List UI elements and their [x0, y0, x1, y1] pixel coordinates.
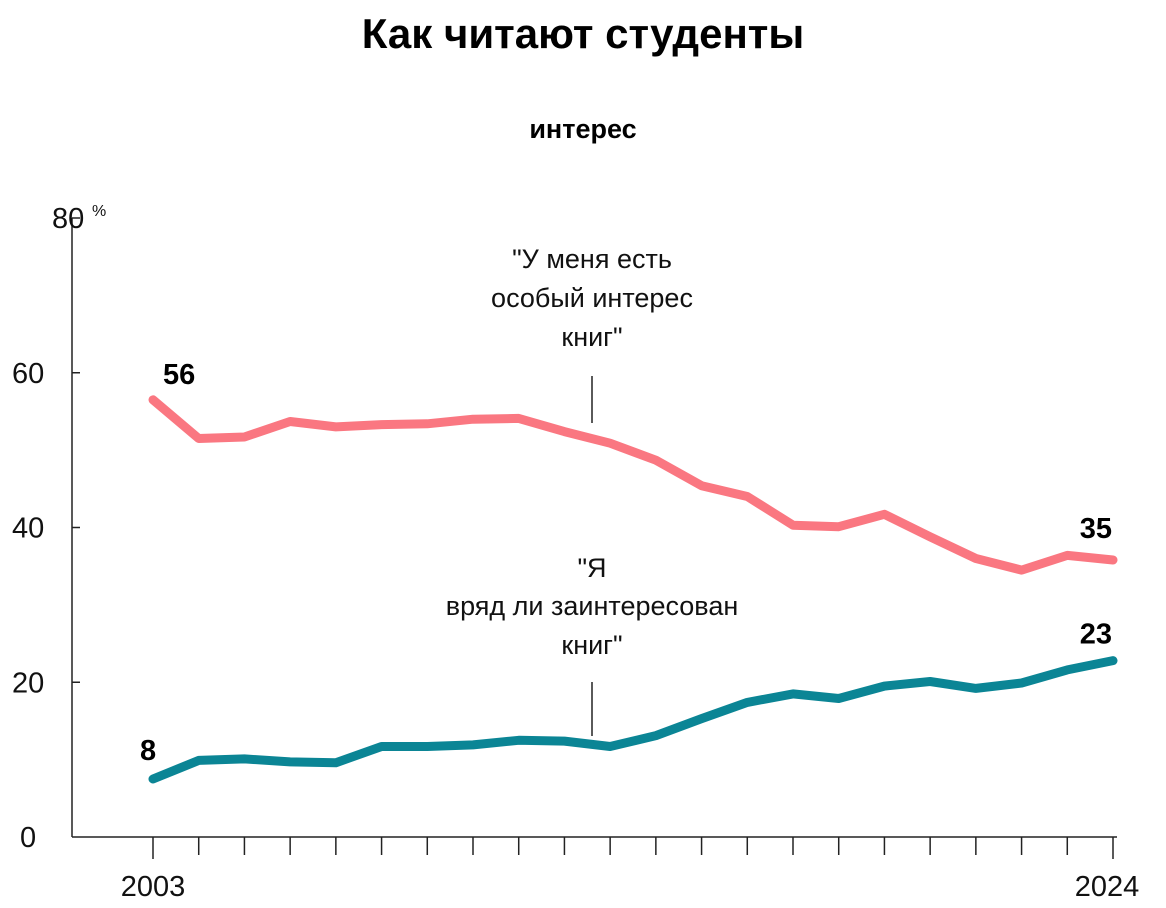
series-1-start-label: 8	[140, 735, 156, 767]
series-line-1	[148, 656, 1118, 784]
y-tick-label-40: 40	[12, 513, 44, 545]
y-tick-label-20: 20	[12, 667, 44, 699]
series-1-end-label: 23	[1080, 619, 1112, 651]
chart-title: Как читают студенты	[361, 10, 805, 57]
chart-subtitle: интерес	[529, 114, 637, 144]
series-1-annotation-line-2: книг"	[561, 630, 622, 660]
series-1-annotation-line-0: "Я	[577, 553, 606, 583]
series-0-annotation-line-1: особый интерес	[491, 283, 693, 313]
y-tick-label-80: 80	[52, 203, 84, 235]
y-unit-label: %	[92, 203, 106, 220]
series-0-annotation-line-0: "У меня есть	[512, 244, 672, 274]
x-tick-label-end: 2024	[1075, 871, 1140, 903]
y-tick-label-0: 0	[20, 822, 36, 854]
x-tick-label-start: 2003	[121, 871, 186, 903]
series-1-annotation-line-1: вряд ли заинтересован	[446, 591, 739, 621]
series-0-end-label: 35	[1080, 513, 1112, 545]
series-line-0	[148, 395, 1118, 575]
y-tick-label-60: 60	[12, 358, 44, 390]
series-0-start-label: 56	[163, 359, 195, 391]
series-0-annotation-line-2: книг"	[561, 322, 622, 352]
